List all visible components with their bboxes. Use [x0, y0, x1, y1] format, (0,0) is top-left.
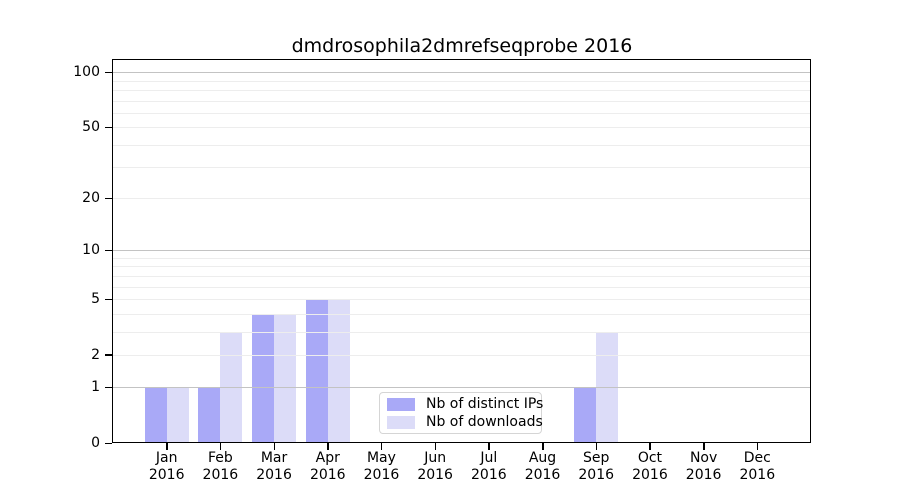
- bar-distinct-ips-sep: [574, 387, 597, 442]
- y-tick-mark-50: [105, 126, 112, 129]
- y-tick-label-20: 20: [82, 190, 100, 207]
- x-tick-label-dec: Dec 2016: [739, 450, 776, 483]
- bar-distinct-ips-apr: [305, 299, 328, 442]
- minor-gridline-2: [113, 354, 810, 356]
- chart-title: dmdrosophila2dmrefseqprobe 2016: [291, 35, 633, 57]
- x-tick-label-nov: Nov 2016: [685, 450, 722, 483]
- minor-gridline-9: [113, 258, 810, 259]
- x-tick-label-may: May 2016: [363, 450, 400, 483]
- y-tick-mark-1: [105, 386, 112, 389]
- x-tick-label-feb: Feb 2016: [202, 450, 239, 483]
- downloads-swatch: [387, 415, 415, 429]
- legend-item-downloads: Nb of downloads: [387, 414, 543, 430]
- legend: Nb of distinct IPs Nb of downloads: [379, 392, 543, 434]
- bar-distinct-ips-mar: [252, 313, 275, 442]
- minor-gridline-70: [113, 100, 810, 102]
- x-tick-mark-mar: [273, 443, 276, 450]
- minor-gridline-4: [113, 313, 810, 315]
- y-tick-label-5: 5: [91, 291, 100, 308]
- minor-gridline-3: [113, 331, 810, 333]
- x-tick-mark-oct: [649, 443, 651, 450]
- major-gridline-1: [113, 387, 810, 389]
- legend-label-downloads: Nb of downloads: [426, 414, 543, 430]
- minor-gridline-30: [113, 167, 810, 169]
- x-tick-label-jul: Jul 2016: [471, 450, 507, 483]
- y-tick-mark-10: [105, 249, 112, 252]
- y-tick-label-100: 100: [73, 64, 100, 81]
- plot-area: [112, 59, 811, 443]
- y-tick-label-1: 1: [91, 379, 100, 396]
- minor-gridline-60: [113, 112, 810, 114]
- minor-gridline-80: [113, 89, 810, 91]
- y-tick-label-50: 50: [82, 119, 100, 136]
- x-tick-mark-jul: [488, 443, 490, 450]
- major-gridline-100: [113, 72, 810, 74]
- y-tick-mark-100: [105, 71, 112, 74]
- minor-gridline-20: [113, 198, 810, 200]
- x-tick-mark-jan: [166, 443, 168, 450]
- minor-gridline-50: [113, 127, 810, 129]
- x-tick-mark-apr: [327, 443, 329, 450]
- major-gridline-10: [113, 250, 810, 252]
- y-tick-mark-2: [105, 354, 112, 356]
- x-tick-mark-aug: [542, 443, 544, 450]
- bar-downloads-mar: [274, 313, 297, 442]
- legend-item-distinct-ips: Nb of distinct IPs: [387, 396, 543, 412]
- x-tick-mark-nov: [703, 443, 705, 450]
- x-tick-label-mar: Mar 2016: [256, 450, 292, 483]
- x-tick-label-oct: Oct 2016: [632, 450, 668, 483]
- x-tick-label-jan: Jan 2016: [148, 450, 185, 483]
- x-tick-label-apr: Apr 2016: [309, 450, 346, 483]
- x-tick-label-jun: Jun 2016: [417, 450, 453, 483]
- bar-distinct-ips-jan: [144, 387, 167, 442]
- bar-distinct-ips-feb: [198, 387, 221, 442]
- x-tick-mark-feb: [219, 443, 222, 450]
- bar-downloads-apr: [327, 299, 350, 442]
- x-tick-mark-sep: [595, 443, 598, 450]
- minor-gridline-7: [113, 275, 810, 277]
- bar-downloads-jan: [166, 387, 189, 442]
- y-tick-mark-0: [105, 442, 112, 444]
- y-tick-label-2: 2: [91, 346, 100, 363]
- x-tick-mark-jun: [434, 443, 437, 450]
- y-tick-mark-20: [105, 197, 112, 200]
- x-tick-mark-may: [380, 443, 383, 450]
- y-tick-mark-5: [105, 298, 112, 301]
- legend-label-distinct-ips: Nb of distinct IPs: [426, 396, 544, 412]
- minor-gridline-40: [113, 144, 810, 146]
- minor-gridline-8: [113, 266, 810, 268]
- x-tick-label-sep: Sep 2016: [578, 450, 615, 483]
- x-tick-mark-dec: [756, 443, 759, 450]
- x-tick-label-aug: Aug 2016: [524, 450, 561, 483]
- bar-downloads-feb: [220, 331, 243, 442]
- minor-gridline-5: [113, 299, 810, 301]
- y-tick-label-0: 0: [91, 435, 100, 451]
- y-tick-label-10: 10: [82, 242, 100, 259]
- bar-downloads-sep: [596, 331, 619, 442]
- minor-gridline-6: [113, 286, 810, 288]
- distinct-ips-swatch: [387, 397, 415, 411]
- minor-gridline-90: [113, 80, 810, 82]
